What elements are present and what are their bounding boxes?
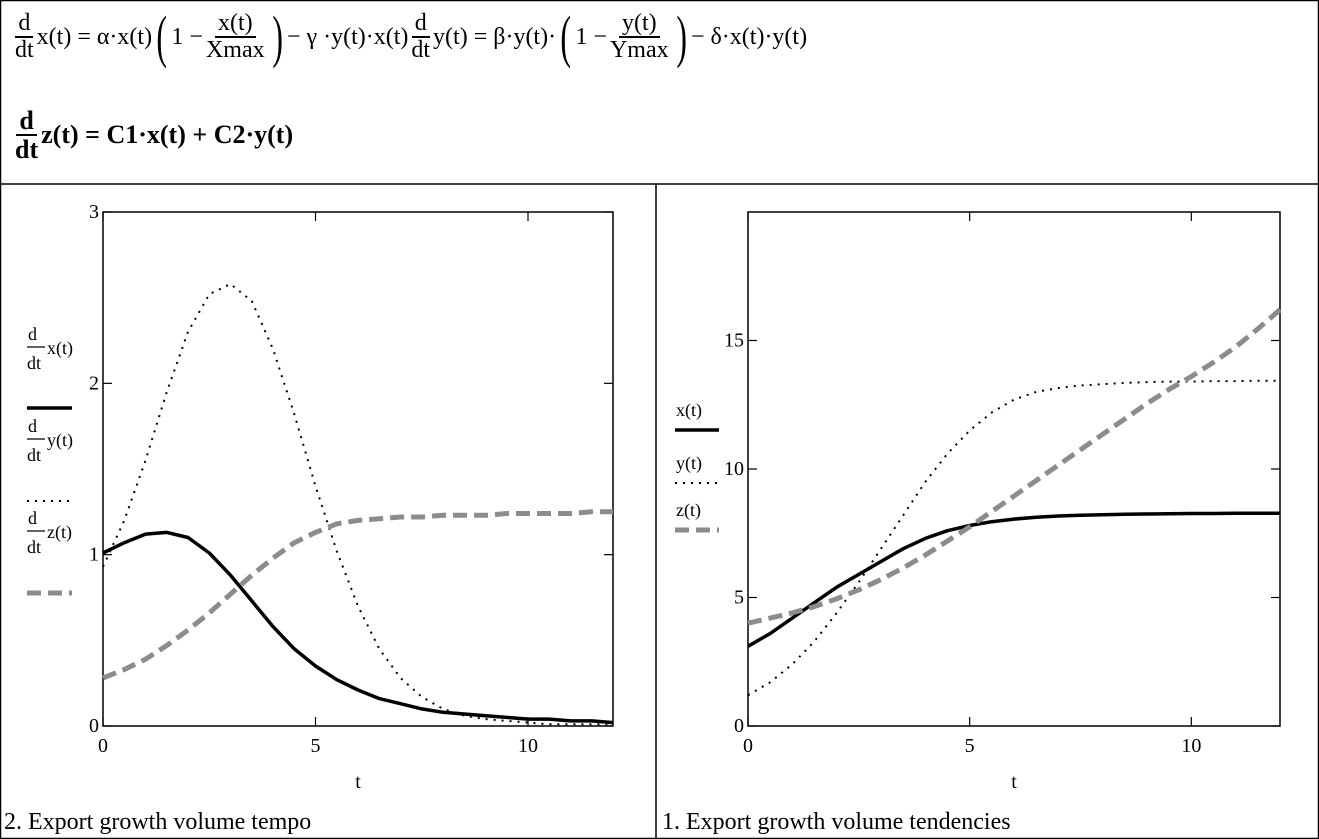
derivative-operator-y: d dt [408, 10, 433, 63]
y-tick-label: 5 [734, 587, 744, 609]
y-over-ymax: y(t) Ymax [607, 10, 672, 63]
x-tick-label: 10 [518, 735, 538, 757]
legend-label-y: y(t) [47, 430, 73, 451]
x-tick-label: 0 [743, 735, 753, 757]
equation-row-1: d dt x(t) = α·x(t) ( 1 − x(t) Xmax ) − γ… [12, 8, 807, 66]
eq1-tail: − γ ·y(t)·x(t) [286, 23, 409, 50]
plot-area-border [747, 211, 1281, 727]
dt-den: dt [15, 37, 34, 63]
legend-label-x: x(t) [47, 338, 73, 359]
series-y-line [747, 379, 1280, 697]
dt-den-z: dt [15, 135, 39, 165]
paren-close: ) [271, 4, 283, 69]
d-num: d [15, 10, 34, 38]
d-num-z: d [16, 107, 37, 137]
paren-open-2: ( [560, 4, 572, 69]
legend-d-z: d [28, 508, 37, 528]
y-tick-label: 1 [89, 544, 99, 566]
y-tick-label: 0 [89, 715, 99, 737]
derivative-operator-z: d dt [12, 107, 41, 164]
plot-area-border [102, 211, 614, 727]
caption-right: 1. Export growth volume tendencies [662, 809, 1011, 835]
x-tick-label: 0 [98, 735, 108, 757]
frac-den: Xmax [205, 37, 265, 63]
x-axis-label: t [1011, 771, 1017, 793]
x-axis-label: t [355, 771, 361, 793]
legend-d-x: d [28, 324, 37, 344]
legend-label-z: z(t) [676, 500, 701, 521]
paren-close-2: ) [675, 4, 687, 69]
x-tick-label: 5 [965, 735, 975, 757]
legend-dt-y: dt [27, 445, 41, 465]
legend-label-x: x(t) [676, 400, 702, 421]
series-y-line [102, 283, 613, 726]
eq1-lhs: x(t) = α·x(t) [36, 23, 153, 50]
x-tick-label: 5 [311, 735, 321, 757]
eq1-y-lhs: y(t) = β·y(t)· [433, 23, 557, 50]
y-tick-label: 15 [724, 330, 744, 352]
x-tick-label: 10 [1181, 735, 1201, 757]
y-tick-label: 0 [734, 715, 744, 737]
x-over-xmax: x(t) Xmax [203, 10, 268, 63]
series-z-line [747, 307, 1282, 626]
d-num-y: d [411, 10, 430, 38]
eq1-tail-2: − δ·x(t)·y(t) [690, 23, 808, 50]
derivative-operator: d dt [12, 10, 37, 63]
series-x-line [747, 511, 1280, 648]
y-tick-label: 2 [89, 372, 99, 394]
eq2-rhs: z(t) = C1·x(t) + C2·y(t) [41, 120, 294, 150]
equation-row-2: d dt z(t) = C1·x(t) + C2·y(t) [12, 107, 293, 164]
frac2-num: y(t) [618, 10, 660, 38]
y-tick-label: 3 [89, 201, 99, 223]
y-tick-label: 10 [724, 458, 744, 480]
caption-left: 2. Export growth volume tempo [4, 809, 312, 835]
legend-label-y: y(t) [676, 453, 702, 474]
legend-label-z: z(t) [47, 522, 72, 543]
eq1-one-minus: 1 − [171, 23, 203, 50]
chart-export-growth-tempo: 0 5 10 0 1 2 3 t d dt x(t) d dt y(t) d dt z(t) [27, 201, 614, 793]
frac-num: x(t) [214, 10, 256, 38]
series-z-line [102, 509, 613, 681]
dt-den-y: dt [411, 37, 431, 63]
legend-d-y: d [28, 416, 37, 436]
chart-export-growth-tendencies: 0 5 10 0 5 10 15 t x(t) y(t) z(t) [675, 211, 1282, 793]
frac2-den: Ymax [609, 37, 669, 63]
series-x-line [102, 530, 614, 725]
paren-open: ( [156, 4, 168, 69]
legend-dt-x: dt [27, 353, 41, 373]
eq1-one-minus-2: 1 − [575, 23, 607, 50]
legend-dt-z: dt [27, 537, 41, 557]
